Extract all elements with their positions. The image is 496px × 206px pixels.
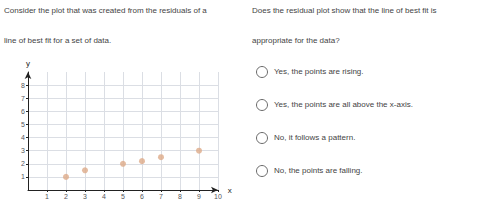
svg-text:2: 2	[64, 193, 68, 200]
svg-text:x: x	[228, 186, 232, 195]
svg-text:3: 3	[21, 147, 25, 154]
svg-text:y: y	[26, 59, 30, 68]
svg-text:appropriate for the data?: appropriate for the data?	[252, 36, 340, 45]
svg-text:3: 3	[83, 193, 87, 200]
svg-text:5: 5	[121, 193, 125, 200]
svg-text:6: 6	[21, 108, 25, 115]
svg-text:2: 2	[21, 160, 25, 167]
svg-text:line of best fit for a set of: line of best fit for a set of data.	[4, 36, 111, 45]
svg-text:1: 1	[21, 173, 25, 180]
svg-text:Consider the plot that was cre: Consider the plot that was created from …	[4, 6, 207, 15]
svg-text:4: 4	[21, 134, 25, 141]
svg-text:Yes, the points are all above: Yes, the points are all above the x-axis…	[274, 100, 413, 109]
svg-text:7: 7	[159, 193, 163, 200]
svg-text:9: 9	[197, 193, 201, 200]
svg-text:10: 10	[214, 193, 222, 200]
svg-text:4: 4	[102, 193, 106, 200]
svg-text:8: 8	[178, 193, 182, 200]
svg-text:Yes, the points are rising.: Yes, the points are rising.	[274, 67, 364, 76]
svg-text:1: 1	[45, 193, 49, 200]
svg-text:8: 8	[21, 82, 25, 89]
svg-text:No, it follows a pattern.: No, it follows a pattern.	[274, 133, 355, 142]
svg-text:Does the residual plot show th: Does the residual plot show that the lin…	[252, 6, 437, 15]
svg-text:5: 5	[21, 121, 25, 128]
svg-text:No, the points are falling.: No, the points are falling.	[274, 166, 363, 175]
svg-text:7: 7	[21, 95, 25, 102]
svg-text:6: 6	[140, 193, 144, 200]
